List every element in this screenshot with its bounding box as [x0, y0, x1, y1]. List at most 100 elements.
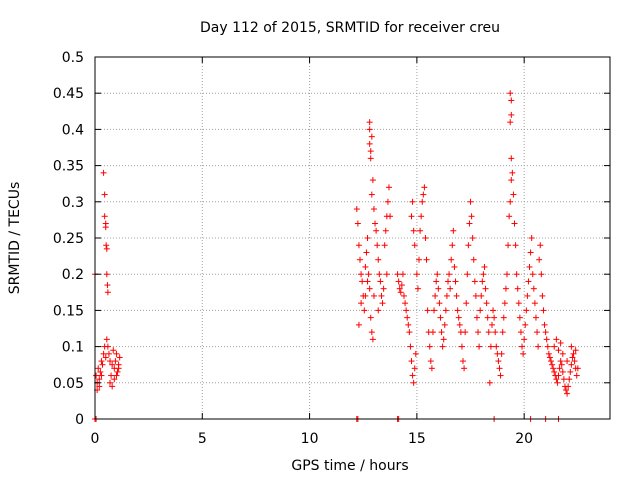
data-point	[366, 140, 373, 147]
data-point	[535, 343, 542, 350]
data-point	[107, 379, 114, 386]
data-point	[458, 343, 465, 350]
data-point	[522, 321, 529, 328]
data-point	[378, 292, 385, 299]
data-point	[478, 292, 485, 299]
data-point	[505, 242, 512, 249]
data-point	[569, 354, 576, 361]
data-point	[497, 372, 504, 379]
data-point	[114, 368, 121, 375]
data-point	[413, 271, 420, 278]
data-point	[374, 242, 381, 249]
data-point	[460, 358, 467, 365]
data-point	[366, 126, 373, 133]
data-point	[381, 242, 388, 249]
data-point	[358, 271, 365, 278]
data-point	[417, 227, 424, 234]
data-point	[496, 365, 503, 372]
data-point	[513, 271, 520, 278]
data-point	[362, 292, 369, 299]
data-point	[486, 379, 493, 386]
data-point	[105, 350, 112, 357]
data-point	[375, 256, 382, 263]
data-point	[382, 227, 389, 234]
data-point	[418, 213, 425, 220]
data-point	[483, 300, 490, 307]
data-point	[563, 387, 570, 394]
data-point	[553, 376, 560, 383]
data-point	[411, 242, 418, 249]
data-point	[364, 235, 371, 241]
data-point	[514, 285, 521, 292]
data-point	[573, 372, 580, 379]
data-point	[104, 343, 111, 350]
data-point	[472, 292, 479, 299]
x-tick-label: 10	[301, 431, 319, 447]
data-point	[488, 321, 495, 328]
y-tick-label: 0.15	[53, 303, 84, 319]
data-point	[428, 365, 435, 372]
data-point	[395, 278, 402, 285]
data-point	[408, 213, 415, 220]
data-point	[539, 292, 546, 299]
y-tick-label: 0.35	[53, 159, 84, 175]
data-point	[502, 285, 509, 292]
data-point	[508, 97, 515, 104]
data-point	[534, 329, 541, 336]
data-point	[543, 336, 550, 343]
data-point	[452, 278, 459, 285]
data-point	[408, 358, 415, 365]
data-point	[469, 235, 476, 241]
data-point	[401, 292, 407, 299]
data-point	[410, 227, 417, 234]
data-point	[108, 372, 115, 379]
data-point	[512, 242, 519, 249]
data-point	[468, 213, 475, 220]
data-point	[482, 285, 489, 292]
x-tick-label: 0	[91, 431, 100, 447]
data-point	[444, 278, 451, 285]
data-point	[492, 329, 499, 336]
data-point	[564, 390, 571, 397]
data-point	[564, 358, 571, 365]
data-point	[498, 350, 505, 357]
data-point	[520, 350, 527, 357]
data-point	[566, 376, 573, 383]
data-point	[560, 376, 567, 383]
data-point	[96, 383, 103, 390]
data-point	[554, 379, 561, 386]
data-point	[421, 184, 428, 191]
data-point	[368, 133, 375, 140]
data-point	[102, 354, 109, 361]
data-point	[407, 343, 414, 350]
data-point	[369, 336, 376, 343]
data-point	[402, 300, 409, 307]
y-tick-label: 0.4	[62, 122, 84, 138]
data-point	[405, 321, 412, 328]
data-point	[490, 307, 497, 314]
data-point	[487, 343, 494, 350]
data-point	[537, 242, 544, 249]
data-point	[479, 278, 486, 285]
data-point	[568, 361, 575, 368]
data-point	[547, 358, 554, 365]
data-point	[99, 361, 106, 368]
data-point	[510, 191, 517, 198]
data-point	[545, 350, 552, 357]
data-point	[93, 372, 100, 379]
data-point	[103, 271, 110, 278]
data-point	[551, 368, 558, 375]
data-point	[442, 307, 449, 314]
y-tick-label: 0.2	[62, 267, 84, 283]
data-point	[111, 376, 118, 383]
data-point	[538, 271, 545, 278]
data-point	[441, 321, 448, 328]
data-point	[354, 220, 361, 227]
data-point	[399, 271, 406, 278]
data-point	[464, 271, 471, 278]
data-point	[549, 361, 556, 368]
data-point	[451, 263, 458, 270]
data-point	[367, 148, 374, 155]
data-point	[431, 307, 438, 314]
data-point	[427, 358, 434, 365]
